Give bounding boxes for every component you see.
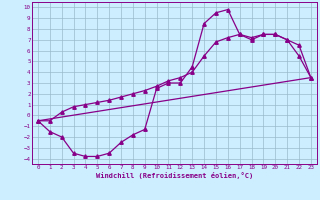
X-axis label: Windchill (Refroidissement éolien,°C): Windchill (Refroidissement éolien,°C) (96, 172, 253, 179)
